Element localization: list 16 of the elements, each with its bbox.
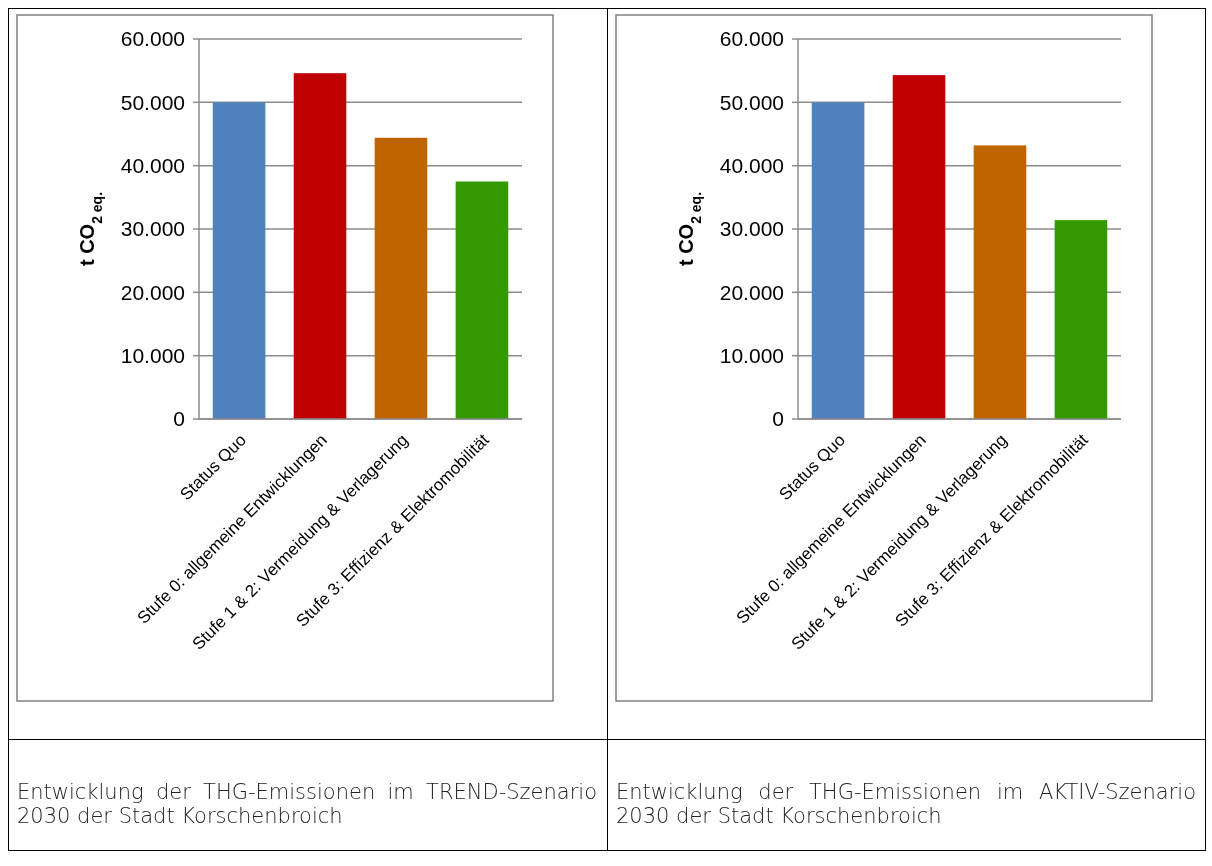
y-tick-label: 60.000	[120, 27, 185, 51]
y-tick-label: 10.000	[120, 344, 185, 368]
y-tick-label: 30.000	[719, 217, 784, 241]
y-tick-label: 20.000	[719, 280, 784, 304]
text: Entwicklung der THG-Emissionen im AKTIV-Szenario 2030 der Stadt Korschenbroich	[616, 780, 1196, 828]
y-tick-label: 50.000	[120, 90, 185, 114]
y-tick-label: 60.000	[719, 27, 784, 51]
y-tick-label: 50.000	[719, 90, 784, 114]
y-tick-label: 40.000	[120, 154, 185, 178]
y-tick-label: 30.000	[120, 217, 185, 241]
y-tick-label: 0	[772, 407, 784, 431]
y-tick-label: 20.000	[120, 280, 185, 304]
text: Entwicklung der THG-Emissionen im TREND-Szenario 2030 der Stadt Korschenbroich	[17, 780, 597, 828]
y-tick-label: 10.000	[719, 344, 784, 368]
y-tick-label: 40.000	[719, 154, 784, 178]
y-tick-label: 0	[173, 407, 185, 431]
